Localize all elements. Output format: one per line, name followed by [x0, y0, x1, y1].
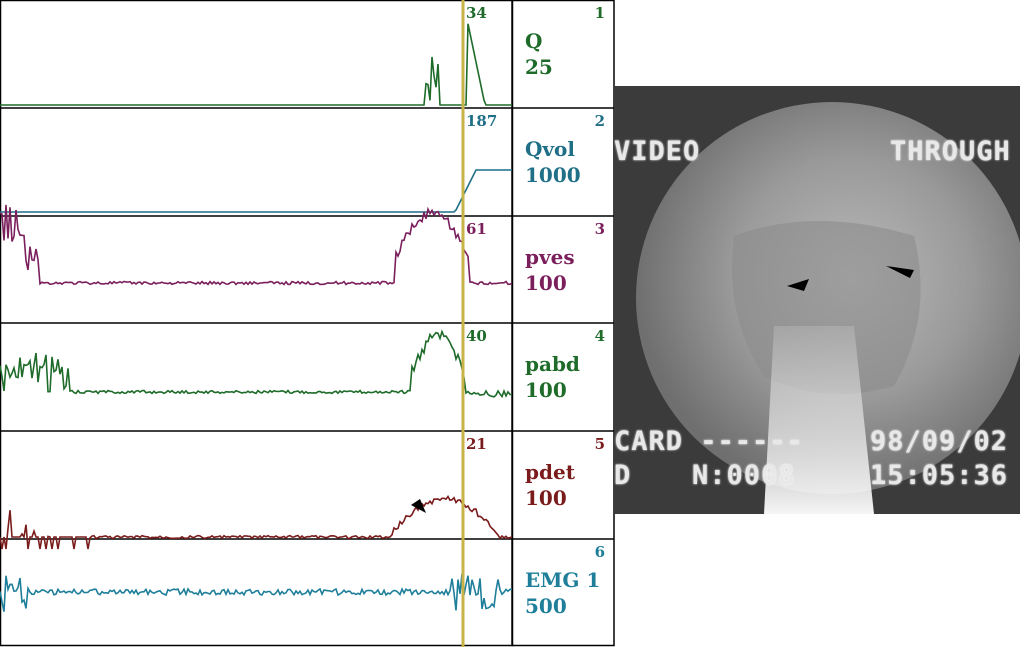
osd-date: 98/09/02: [870, 426, 1009, 457]
osd-video-label: VIDEO: [614, 136, 701, 167]
marker-value-5: 21: [466, 435, 487, 453]
osd-card-label: CARD ------: [614, 426, 804, 457]
channel-scale-3: 100: [525, 271, 567, 295]
channel-name-3: pves: [525, 245, 575, 269]
marker-value-2: 187: [466, 112, 497, 130]
channel-index-6: 6: [595, 543, 605, 561]
channel-index-3: 3: [595, 220, 605, 238]
trace-qvol: [0, 169, 512, 213]
channel-scale-2: 1000: [525, 163, 581, 187]
video-image: [614, 86, 1020, 514]
osd-through-label: THROUGH: [890, 136, 1011, 167]
trace-pdet: [0, 495, 513, 550]
channel-index-5: 5: [595, 435, 605, 453]
channel-name-5: pdet: [525, 460, 576, 484]
marker-value-3: 61: [466, 220, 487, 238]
channel-name-4: pabd: [525, 352, 580, 376]
channel-scale-4: 100: [525, 378, 567, 402]
pdet-arrowhead-icon: [411, 499, 426, 513]
channel-scale-1: 25: [525, 55, 553, 79]
channel-index-4: 4: [595, 327, 605, 345]
osd-number: N:0008: [692, 460, 796, 491]
trace-emg-1: [0, 573, 513, 612]
trace-pves: [0, 204, 513, 286]
channel-index-1: 1: [595, 4, 605, 22]
channel-index-2: 2: [595, 112, 605, 130]
cystoscopy-video-frame: VIDEO THROUGH CARD ------ 98/09/02 D N:0…: [614, 86, 1020, 514]
channel-scale-6: 500: [525, 594, 567, 618]
osd-time: 15:05:36: [870, 460, 1009, 491]
channel-name-1: Q: [525, 29, 542, 53]
channel-scale-5: 100: [525, 486, 567, 510]
arrowhead-left-icon: [787, 279, 809, 291]
trace-q: [0, 23, 512, 106]
osd-mode: D: [614, 460, 632, 491]
trace-pabd: [0, 329, 512, 399]
marker-value-4: 40: [466, 327, 487, 345]
arrowhead-right-icon: [886, 266, 914, 278]
channel-name-2: Qvol: [525, 137, 575, 161]
marker-value-1: 34: [466, 4, 487, 22]
channel-name-6: EMG 1: [525, 568, 600, 592]
